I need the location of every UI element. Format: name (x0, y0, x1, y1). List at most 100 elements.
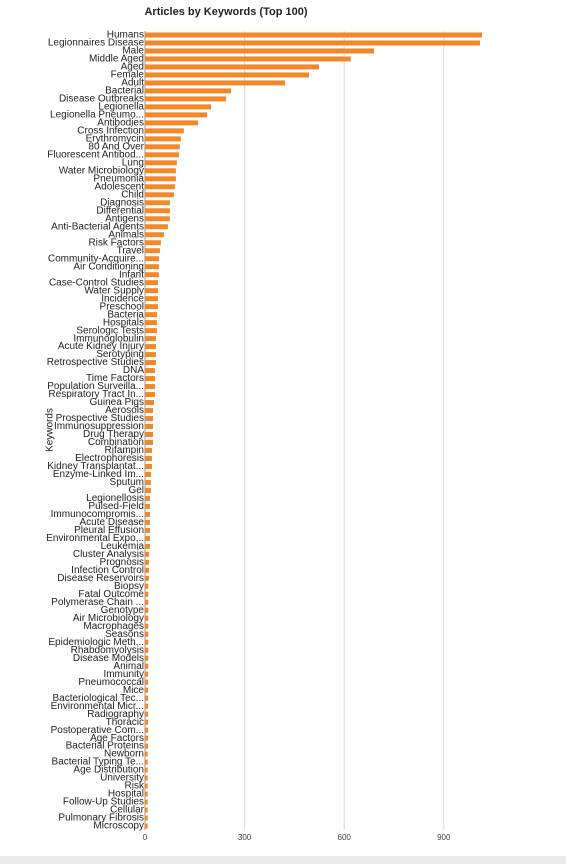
bar (145, 376, 155, 382)
y-tick-label: Environmental Micr... (51, 701, 144, 712)
y-tick-label: Drug Therapy (83, 429, 144, 440)
y-tick-label: Legionnaires Disease (48, 38, 145, 49)
bar (145, 479, 151, 485)
y-tick-label: Age Distribution (73, 765, 144, 776)
y-tick-label: Retrospective Studies (47, 357, 144, 368)
y-tick-label: Adolescent (95, 181, 145, 192)
y-tick-label: Seasons (105, 629, 144, 640)
bar (145, 439, 153, 445)
y-tick-label: Adult (121, 78, 144, 89)
bar (145, 775, 148, 781)
bar (145, 240, 161, 246)
y-tick-label: Genotype (101, 605, 145, 616)
bar (145, 96, 227, 102)
y-axis-label: Keywords (45, 408, 56, 452)
bar (145, 631, 149, 637)
y-tick-label: Cross Infection (77, 126, 144, 137)
bar (145, 791, 148, 797)
y-tick-label: Aerosols (105, 405, 144, 416)
bar (145, 471, 151, 477)
y-tick-label: Animal (113, 661, 144, 672)
y-tick-label: Hospital (108, 789, 144, 800)
bar (145, 543, 150, 549)
bar (145, 216, 170, 222)
y-tick-label: Cellular (110, 805, 145, 816)
bar (145, 463, 152, 469)
bar (145, 256, 159, 262)
y-tick-label: Population Surveilla... (47, 381, 144, 392)
y-tick-label: Anti-Bacterial Agents (51, 221, 144, 232)
bar (145, 400, 154, 406)
bar (145, 495, 150, 501)
x-tick-label: 600 (338, 833, 352, 842)
y-tick-label: Polymerase Chain ... (51, 597, 144, 608)
bar (145, 743, 148, 749)
bar (145, 487, 151, 493)
bar (145, 807, 148, 813)
bar (145, 224, 168, 230)
bar (145, 88, 231, 94)
y-tick-label: Respiratory Tract In... (48, 389, 144, 400)
y-tick-label: Hospitals (103, 317, 144, 328)
bar (145, 559, 149, 565)
bar (145, 152, 179, 158)
y-tick-label: Lung (122, 157, 144, 168)
y-tick-label: Legionella Pneumo... (50, 110, 144, 121)
y-tick-label: Cluster Analysis (73, 549, 144, 560)
y-tick-label: Follow-Up Studies (63, 797, 144, 808)
bar (145, 416, 153, 422)
bar (145, 424, 153, 430)
bar (145, 184, 175, 190)
bar (145, 32, 482, 38)
y-tick-label: Microscopy (93, 821, 144, 832)
y-tick-label: Radiography (87, 709, 144, 720)
y-tick-label: Disease Outbreaks (59, 94, 144, 105)
y-tick-label: Leukemia (101, 541, 145, 552)
bar (145, 168, 176, 174)
bar (145, 751, 148, 757)
bar (145, 232, 164, 238)
y-tick-label: 80 And Over (88, 141, 144, 152)
bar (145, 527, 150, 533)
y-tick-label: DNA (123, 365, 144, 376)
bar (145, 136, 181, 142)
bar (145, 455, 152, 461)
y-tick-label: Legionella (98, 102, 144, 113)
y-tick-label: Immunoglobulin (73, 333, 144, 344)
y-tick-label: Risk Factors (88, 237, 144, 248)
y-tick-label: Travel (117, 245, 144, 256)
y-tick-label: Age Factors (90, 733, 144, 744)
y-tick-label: Antigens (105, 213, 144, 224)
bar (145, 248, 160, 254)
y-tick-label: Animals (108, 229, 144, 240)
bar (145, 647, 149, 653)
y-tick-label: Combination (88, 437, 144, 448)
bar (145, 767, 148, 773)
bar (145, 408, 153, 414)
y-tick-label: Fatal Outcome (78, 589, 144, 600)
y-tick-label: Acute Disease (80, 517, 145, 528)
bar (145, 352, 156, 358)
bar (145, 447, 152, 453)
bar (145, 72, 310, 78)
bar (145, 360, 156, 366)
y-tick-label: Risk (125, 781, 145, 792)
bar (145, 551, 149, 557)
y-tick-label: Humans (107, 30, 144, 41)
bar (145, 288, 158, 294)
y-tick-label: Female (111, 70, 145, 81)
bar (145, 176, 176, 182)
y-tick-label: Bacteriological Tec... (52, 693, 144, 704)
y-tick-label: Prospective Studies (56, 413, 144, 424)
bar (145, 320, 157, 326)
bar (145, 264, 159, 270)
bar (145, 623, 149, 629)
bar (145, 104, 212, 110)
y-tick-label: Rhabdomyolysis (71, 645, 144, 656)
y-tick-label: Water Microbiology (59, 165, 144, 176)
bar (145, 280, 158, 286)
y-tick-label: Bacterial (105, 86, 144, 97)
bar (145, 296, 158, 302)
x-tick-label: 0 (143, 833, 148, 842)
